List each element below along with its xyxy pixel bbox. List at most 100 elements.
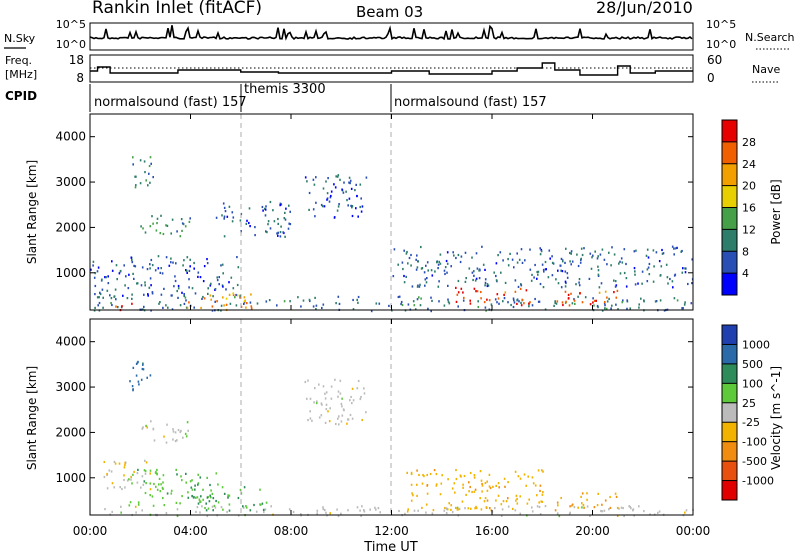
echo-cell <box>120 511 122 514</box>
echo-cell <box>279 231 282 234</box>
echo-cell <box>555 278 557 281</box>
echo-cell <box>625 262 627 266</box>
noise-right-tick-bottom: 10^0 <box>706 38 736 51</box>
echo-cell <box>184 432 187 435</box>
echo-cell <box>143 305 145 308</box>
echo-cell <box>170 261 172 264</box>
echo-cell <box>338 423 340 426</box>
echo-cell <box>361 505 363 508</box>
echo-cell <box>309 397 312 400</box>
echo-cell <box>349 179 352 182</box>
echo-cell <box>208 500 211 503</box>
echo-cell <box>155 472 158 475</box>
echo-cell <box>140 486 142 489</box>
echo-cell <box>182 436 184 439</box>
echo-cell <box>197 275 199 278</box>
echo-cell <box>525 289 528 292</box>
power-ylabel: Slant Range [km] <box>25 160 39 264</box>
echo-cell <box>191 488 194 491</box>
echo-cell <box>264 508 267 511</box>
echo-cell <box>217 483 219 486</box>
echo-cell <box>430 296 432 299</box>
echo-cell <box>444 272 446 276</box>
echo-cell <box>243 302 245 305</box>
echo-cell <box>243 486 246 489</box>
echo-cell <box>232 216 235 219</box>
cpid-segment-3: normalsound (fast) 157 <box>394 95 547 110</box>
freq-right-tick-top: 60 <box>707 53 722 67</box>
echo-cell <box>615 495 618 498</box>
echo-cell <box>149 267 151 270</box>
cpid-label: CPID <box>5 89 37 103</box>
echo-cell <box>363 509 365 512</box>
echo-cell <box>524 259 526 262</box>
echo-cell <box>180 218 183 221</box>
echo-cell <box>151 495 154 498</box>
echo-cell <box>643 299 645 302</box>
echo-cell <box>570 252 572 255</box>
echo-cell <box>484 278 487 281</box>
echo-cell <box>486 298 488 301</box>
echo-cell <box>146 268 149 271</box>
echo-cell <box>103 460 106 464</box>
echo-cell <box>158 477 161 480</box>
echo-cell <box>415 268 418 271</box>
echo-cell <box>132 163 134 166</box>
echo-cell <box>469 302 472 305</box>
echo-cell <box>601 248 604 251</box>
echo-cell <box>177 284 180 288</box>
echo-cell <box>604 301 606 304</box>
echo-cell <box>325 403 328 406</box>
colorbar-cell <box>722 422 737 442</box>
echo-cell <box>94 306 96 309</box>
echo-cell <box>596 504 599 507</box>
echo-cell <box>124 284 126 287</box>
echo-cell <box>133 264 135 267</box>
echo-cell <box>423 271 426 274</box>
echo-cell <box>211 309 214 312</box>
colorbar-cell <box>722 141 737 165</box>
echo-cell <box>564 280 567 283</box>
echo-cell <box>212 295 214 298</box>
echo-cell <box>124 463 126 466</box>
echo-cell <box>420 267 423 270</box>
echo-cell <box>179 430 182 434</box>
echo-cell <box>458 507 461 510</box>
echo-cell <box>411 492 413 495</box>
echo-cell <box>598 291 601 294</box>
echo-cell <box>245 505 247 508</box>
echo-cell <box>573 299 576 302</box>
echo-cell <box>525 484 527 487</box>
echo-cell <box>581 253 584 257</box>
echo-cell <box>186 306 189 309</box>
echo-cell <box>495 484 497 487</box>
echo-cell <box>234 296 236 299</box>
echo-cell <box>492 485 494 488</box>
echo-cell <box>325 408 328 411</box>
echo-cell <box>315 308 317 311</box>
echo-cell <box>566 272 569 275</box>
echo-cell <box>462 486 464 489</box>
echo-cell <box>616 506 619 509</box>
echo-cell <box>229 302 232 305</box>
echo-cell <box>200 495 202 498</box>
echo-cell <box>410 499 413 502</box>
echo-cell <box>334 186 337 189</box>
echo-cell <box>336 175 339 178</box>
echo-cell <box>623 271 626 275</box>
echo-cell <box>99 292 102 296</box>
echo-cell <box>633 250 636 253</box>
echo-cell <box>557 504 559 507</box>
echo-cell <box>136 472 139 475</box>
echo-cell <box>594 250 596 253</box>
echo-cell <box>589 252 592 255</box>
echo-cell <box>117 306 119 309</box>
echo-cell <box>531 510 534 513</box>
echo-cell <box>267 220 270 223</box>
echo-cell <box>308 191 311 195</box>
echo-cell <box>499 251 502 254</box>
echo-cell <box>129 380 131 383</box>
echo-cell <box>235 293 237 297</box>
echo-cell <box>196 496 199 499</box>
echo-cell <box>531 506 533 509</box>
